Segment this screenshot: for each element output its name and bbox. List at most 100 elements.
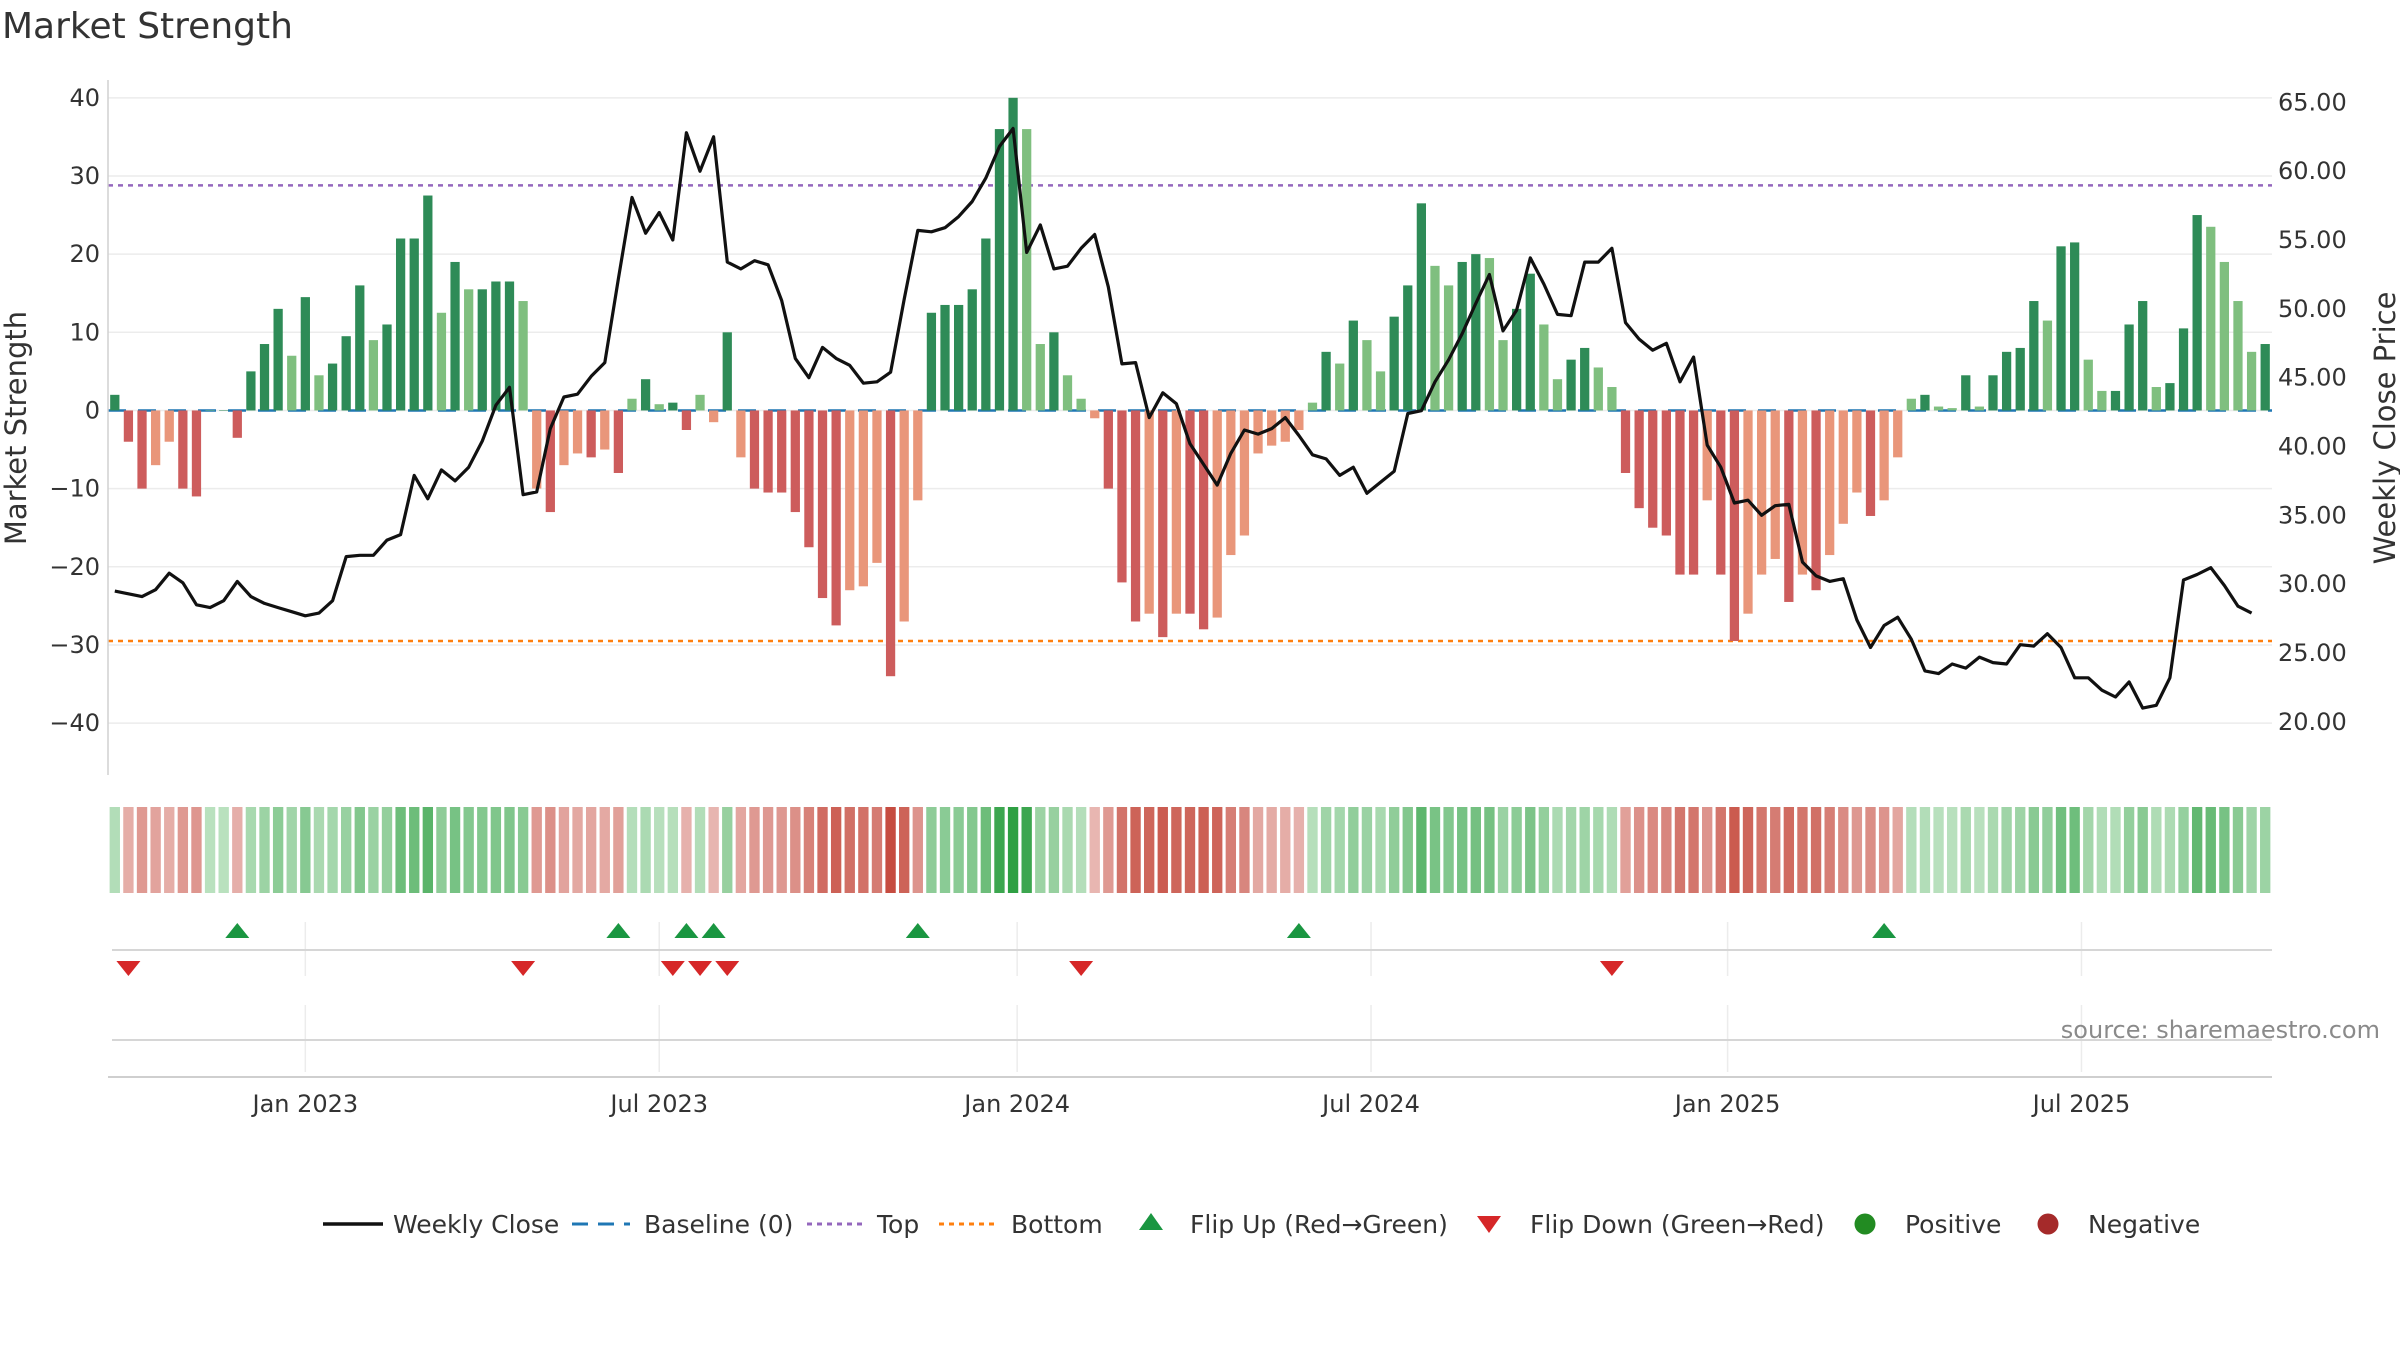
strength-bar [1212,410,1222,618]
y2-axis-label: Weekly Close Price [2368,292,2400,565]
strength-bar [382,324,392,411]
strength-bar [1770,410,1780,559]
strength-bar [1879,410,1889,501]
intensity-strip-cell [640,807,651,893]
strength-bar [1688,410,1699,575]
intensity-strip-cell [2219,807,2230,893]
strength-bar [1620,410,1631,473]
strength-bar [2206,226,2216,411]
strength-bar [246,371,256,411]
intensity-strip-cell [858,807,869,893]
intensity-strip-cell [776,807,787,893]
strength-bar [259,344,270,411]
strength-bar [1702,410,1712,501]
intensity-strip-cell [899,807,910,893]
intensity-strip-cell [626,807,638,893]
strength-bar [1552,379,1563,411]
strength-bar [232,410,242,438]
strength-bar [954,304,964,411]
strength-bar [817,410,828,599]
strength-bar [709,410,719,423]
intensity-strip-cell [1987,807,1999,893]
strength-bar [831,410,841,626]
y2-tick-label: 45.00 [2278,364,2347,392]
intensity-strip-cell [1157,807,1168,893]
strength-bar [1566,359,1576,411]
strength-bar [1076,398,1086,411]
y2-tick-label: 20.00 [2278,708,2347,736]
strength-bar [450,261,460,411]
strength-bar [1756,410,1767,575]
strength-bar [1158,410,1168,638]
intensity-strip-cell [2191,807,2203,893]
intensity-strip-cell [395,807,406,893]
intensity-strip-cell [1810,807,1822,893]
strength-bar [191,410,202,497]
intensity-strip-cell [1552,807,1563,893]
intensity-strip-cell [1375,807,1386,893]
intensity-strip-cell [1565,807,1577,893]
flip-up-marker [1286,923,1311,938]
intensity-strip-cell [1280,807,1291,893]
intensity-strip-cell [926,807,937,893]
intensity-strip-cell [1429,807,1441,893]
strength-bar [1906,398,1916,411]
intensity-strip-cell [1007,807,1019,893]
strength-bar [1226,410,1236,556]
intensity-strip-cell [477,807,488,893]
legend-swatch-positive [1854,1213,1876,1235]
intensity-strip-cell [1783,807,1795,893]
intensity-strip-cell [912,807,923,893]
intensity-strip-cell [2246,807,2257,893]
legend-label: Positive [1905,1210,2001,1239]
intensity-strip-cell [654,807,665,893]
intensity-strip-cell [2110,807,2121,893]
strength-bar [967,289,977,411]
strength-bar [409,238,419,411]
strength-bar [845,410,855,591]
intensity-strip-cell [1212,807,1223,893]
legend-swatch-flip-down [1477,1216,1501,1233]
strength-bar [1498,340,1508,411]
strength-bar [273,308,283,411]
intensity-strip-cell [1457,807,1468,893]
intensity-strip-cell [1443,807,1454,893]
axes: 40 30 20 10 0 −10 −20 −30 −40 65.00 60.00 55.00 50.0… [49,80,2347,1118]
intensity-strip-cell [2083,807,2094,893]
strength-bar [1920,394,1930,411]
intensity-strip-cell [272,807,284,893]
intensity-strip-cell [245,807,257,893]
intensity-strip-cell [1661,807,1672,893]
intensity-strip-cell [2096,807,2108,893]
strength-bar [2056,246,2066,411]
intensity-strip-cell [722,807,733,893]
strength-bar [872,410,882,563]
intensity-strip-cell [422,807,434,893]
intensity-strip-cell [2260,807,2271,893]
strength-bar [395,238,406,411]
intensity-strip-cell [1647,807,1658,893]
strength-bar [681,410,692,430]
strength-bar [314,375,324,411]
strength-bar [1103,410,1113,489]
intensity-strip-cell [463,807,474,893]
strength-bar [491,281,501,411]
x-tick-label: Jul 2024 [1320,1090,1420,1118]
strength-bar [2124,324,2134,411]
strength-bar [2192,215,2202,411]
intensity-strip-cell [449,807,461,893]
intensity-strip-cell [1960,807,1971,893]
strength-bar [1933,406,1944,411]
intensity-strip-cell [191,807,202,893]
intensity-strip-cell [694,807,706,893]
intensity-strip-cell [1334,807,1345,893]
strength-bar [2219,261,2229,411]
strength-bar [2178,328,2189,411]
intensity-strip [109,807,2271,893]
intensity-strip-cell [1361,807,1373,893]
strength-bar [1825,410,1835,556]
strength-bar [423,195,433,411]
strength-bar [1852,410,1862,493]
intensity-strip-cell [2042,807,2053,893]
intensity-strip-cell [123,807,134,893]
